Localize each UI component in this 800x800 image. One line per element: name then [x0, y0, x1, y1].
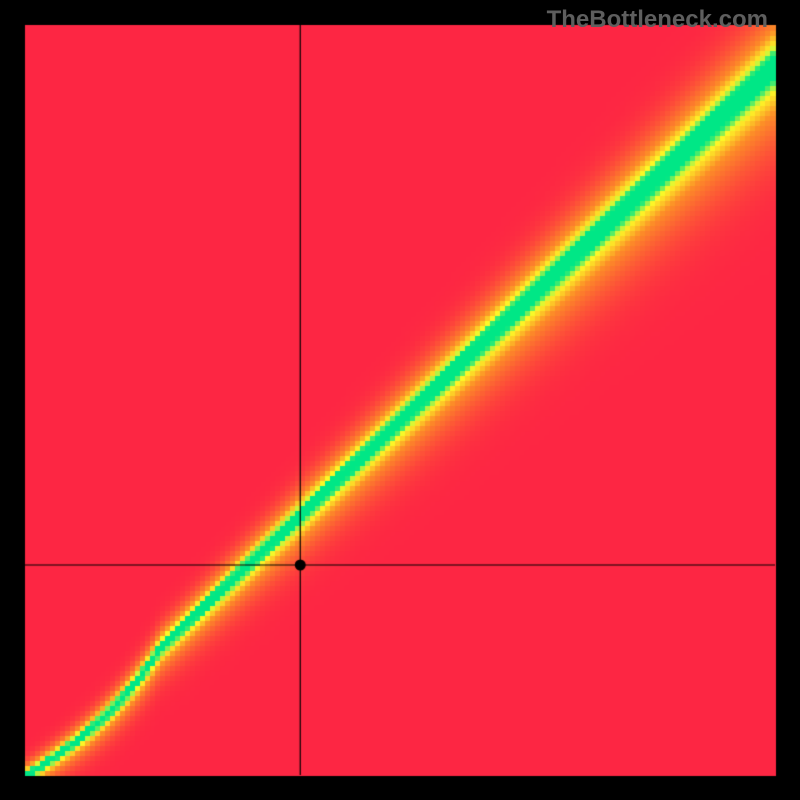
watermark-text: TheBottleneck.com — [547, 6, 768, 34]
chart-container: TheBottleneck.com — [0, 0, 800, 800]
heatmap-canvas — [0, 0, 800, 800]
